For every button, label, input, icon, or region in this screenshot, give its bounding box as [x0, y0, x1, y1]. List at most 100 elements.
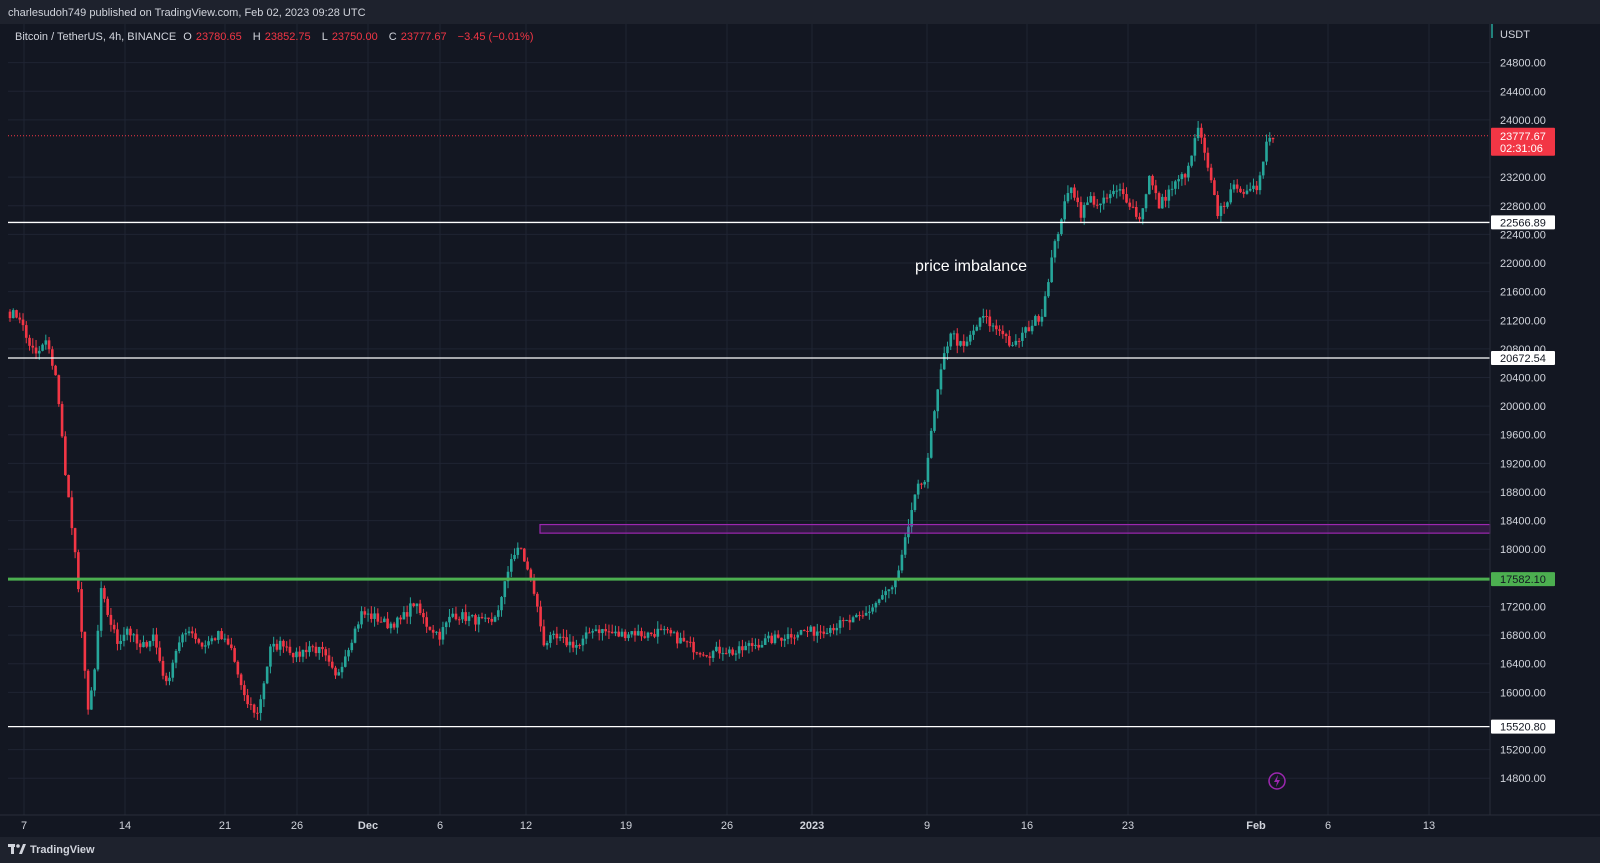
candle-body — [555, 633, 559, 639]
candle — [15, 309, 18, 319]
candle-body — [773, 634, 777, 644]
candle — [1151, 174, 1154, 190]
tradingview-logo[interactable]: TradingView — [8, 843, 95, 857]
candle-body — [692, 641, 695, 653]
candle — [11, 308, 15, 319]
annotation-price-imbalance[interactable]: price imbalance — [915, 258, 1027, 275]
candle-body — [327, 655, 331, 662]
candle — [282, 639, 285, 653]
candles — [8, 120, 1275, 721]
candle-body — [815, 631, 819, 636]
candle-body — [67, 474, 70, 498]
candle — [747, 640, 751, 654]
candle — [1190, 155, 1193, 168]
y-tick-label: 15200.00 — [1500, 745, 1546, 757]
candle-body — [18, 317, 22, 320]
lightning-icon[interactable] — [1268, 772, 1286, 790]
candle-body — [916, 483, 920, 495]
candle — [1125, 187, 1128, 204]
candle — [962, 334, 966, 353]
candle-body — [330, 661, 334, 668]
candle-body — [581, 638, 585, 646]
candle-body — [539, 606, 542, 627]
candle-body — [1209, 167, 1213, 181]
candle-body — [757, 644, 760, 648]
candle-body — [461, 612, 464, 620]
candle — [1193, 134, 1197, 162]
candle-body — [672, 632, 676, 634]
candle — [1014, 334, 1018, 347]
candle-body — [1043, 296, 1047, 317]
candle — [653, 628, 656, 639]
candle-body — [1115, 190, 1119, 192]
candle — [1030, 319, 1034, 335]
candle — [842, 617, 845, 628]
candle — [760, 640, 764, 648]
candle-body — [1073, 187, 1076, 198]
candle-body — [301, 649, 305, 657]
candle-body — [731, 649, 734, 655]
candle — [692, 637, 695, 660]
candle-body — [1271, 137, 1275, 140]
imbalance-zone[interactable] — [539, 523, 1491, 534]
candle — [1232, 179, 1236, 193]
candle — [262, 681, 266, 708]
candle — [60, 401, 64, 438]
candle — [1024, 326, 1027, 339]
candle — [457, 616, 461, 625]
grid — [8, 24, 1490, 815]
candle-body — [194, 633, 197, 640]
y-tick-label: 17200.00 — [1500, 601, 1546, 613]
candle — [480, 612, 484, 620]
candle-body — [181, 634, 184, 643]
candle-body — [868, 611, 871, 613]
candle-body — [1157, 193, 1161, 209]
candle-body — [513, 554, 516, 560]
candle — [1076, 190, 1079, 208]
price-axis[interactable]: USDT 24800.00 24400.00 24000.00 23200.00 2280… — [1489, 24, 1555, 815]
candle-body — [998, 329, 1001, 331]
candle-body — [347, 650, 350, 657]
candle — [526, 557, 529, 571]
candle — [1082, 202, 1086, 225]
header-bar: charlesudoh749 published on TradingView.… — [0, 0, 1600, 24]
candle-body — [402, 612, 406, 620]
candle-body — [135, 634, 139, 644]
time-axis[interactable]: 7 14 21 26 Dec 6 12 19 26 2023 9 16 23 Feb 6 13 — [0, 814, 1600, 832]
candle-body — [662, 629, 666, 631]
candle — [246, 688, 249, 709]
candle — [402, 606, 406, 620]
candle — [627, 631, 630, 642]
candle — [1021, 327, 1024, 347]
candle-body — [536, 593, 539, 607]
candle — [1060, 218, 1063, 236]
candle — [132, 633, 135, 643]
candle — [855, 613, 858, 618]
candle-body — [786, 634, 790, 639]
candle-body — [838, 620, 842, 628]
candle-body — [682, 637, 686, 642]
candle — [343, 649, 347, 668]
candle-body — [1154, 185, 1158, 194]
y-tick-label: 24800.00 — [1500, 58, 1546, 70]
price-chart[interactable]: price imbalance USDT 24800.00 24400.00 2400… — [0, 0, 1600, 837]
candle — [913, 494, 917, 513]
candle — [415, 603, 419, 614]
candle-body — [1060, 219, 1063, 235]
candle — [1141, 207, 1145, 225]
candle — [233, 645, 236, 663]
candle-body — [578, 644, 581, 646]
candle-body — [187, 631, 191, 634]
candle — [802, 629, 806, 632]
candle-body — [812, 626, 816, 636]
candle — [894, 578, 897, 595]
candle-body — [438, 631, 441, 640]
candle — [256, 706, 259, 720]
last-price-badge — [1491, 127, 1555, 156]
candle-body — [1187, 165, 1190, 178]
candle — [916, 479, 920, 499]
candle — [454, 606, 458, 621]
candle-body — [1079, 202, 1083, 218]
candle — [396, 616, 399, 634]
candle-body — [24, 325, 28, 338]
